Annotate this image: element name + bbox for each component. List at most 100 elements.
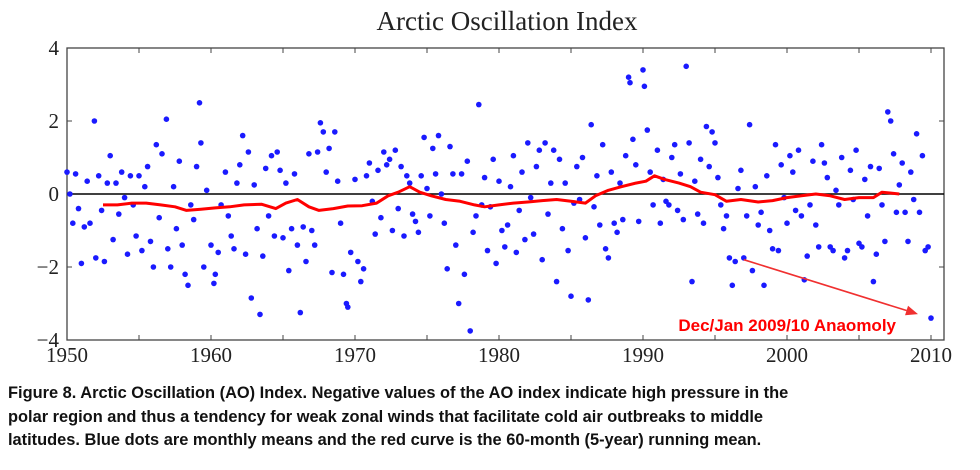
data-point <box>147 238 154 245</box>
data-point <box>548 180 554 186</box>
data-point <box>879 202 885 208</box>
data-point <box>212 271 219 278</box>
data-point <box>720 225 727 232</box>
data-point <box>599 141 606 148</box>
data-point <box>118 169 125 175</box>
x-tick-label: 1980 <box>478 343 520 367</box>
data-point <box>908 169 914 175</box>
data-point <box>654 147 661 153</box>
data-point <box>792 207 799 214</box>
data-point <box>591 204 597 210</box>
data-point <box>306 151 312 157</box>
data-point <box>389 227 396 234</box>
data-point <box>562 180 568 186</box>
data-point <box>208 242 214 248</box>
data-point <box>234 180 240 186</box>
data-point <box>421 134 427 141</box>
data-point <box>70 220 76 226</box>
data-point <box>553 278 560 285</box>
data-point <box>196 100 203 106</box>
data-point <box>729 282 736 289</box>
data-point <box>574 163 580 170</box>
data-point <box>899 160 905 166</box>
data-point <box>159 151 165 157</box>
data-point <box>689 278 695 285</box>
data-point <box>533 163 540 170</box>
data-point <box>309 227 315 234</box>
data-point <box>556 156 563 163</box>
data-point <box>867 163 874 170</box>
data-point <box>121 194 128 201</box>
data-point <box>579 154 586 161</box>
data-point <box>190 216 197 223</box>
data-point <box>838 154 845 161</box>
data-point <box>507 183 514 190</box>
data-point <box>873 251 880 257</box>
caption-line: polar region and thus a tendency for wea… <box>8 407 764 426</box>
data-point <box>257 311 263 318</box>
data-point <box>392 147 399 153</box>
data-point <box>424 185 430 192</box>
data-point <box>905 238 911 245</box>
data-point <box>98 207 105 214</box>
data-point <box>95 173 102 179</box>
data-point <box>787 152 793 159</box>
data-point <box>847 167 854 174</box>
data-point <box>116 211 122 217</box>
data-point <box>176 158 183 164</box>
data-point <box>455 300 462 307</box>
data-point <box>231 246 237 252</box>
data-point <box>409 211 416 217</box>
data-point <box>766 227 773 234</box>
x-tick-label: 1990 <box>622 343 664 367</box>
data-point <box>769 246 776 252</box>
caption-line: latitudes. Blue dots are monthly means a… <box>8 431 762 449</box>
data-point <box>251 182 257 188</box>
y-tick-label: −4 <box>37 328 60 352</box>
data-point <box>896 182 903 188</box>
data-point <box>630 136 636 143</box>
data-point <box>813 222 819 228</box>
data-point <box>790 169 796 175</box>
data-point <box>110 236 116 243</box>
data-point <box>101 258 108 265</box>
data-point <box>697 156 704 163</box>
data-point <box>671 141 678 148</box>
data-point <box>605 255 612 261</box>
data-point <box>841 255 848 261</box>
data-point <box>746 121 753 128</box>
data-point <box>458 171 465 177</box>
data-point <box>326 145 332 152</box>
data-point <box>620 216 626 223</box>
data-point <box>545 211 551 217</box>
data-point <box>203 187 210 194</box>
data-point <box>170 183 177 190</box>
data-point <box>597 222 603 228</box>
data-point <box>404 173 410 179</box>
y-tick-label: −2 <box>37 255 59 279</box>
data-point <box>641 83 648 90</box>
data-point <box>715 174 721 181</box>
data-point <box>294 242 301 248</box>
data-point <box>242 251 249 257</box>
data-point <box>179 242 185 248</box>
data-point <box>493 260 499 267</box>
data-point <box>925 244 931 250</box>
data-point <box>499 227 505 234</box>
data-point <box>752 183 759 190</box>
data-point <box>476 101 482 108</box>
data-point <box>853 147 859 153</box>
annotation: Dec/Jan 2009/10 Anaomoly <box>678 258 918 335</box>
data-point <box>669 154 675 161</box>
data-point <box>913 131 920 137</box>
data-point <box>311 242 318 248</box>
data-point <box>885 109 891 115</box>
data-point <box>430 145 436 152</box>
data-point <box>317 120 324 126</box>
data-point <box>490 156 497 163</box>
data-point <box>502 244 508 250</box>
running-mean-line <box>103 174 900 212</box>
data-point <box>761 282 767 289</box>
data-point <box>910 196 917 203</box>
data-point <box>167 264 174 270</box>
